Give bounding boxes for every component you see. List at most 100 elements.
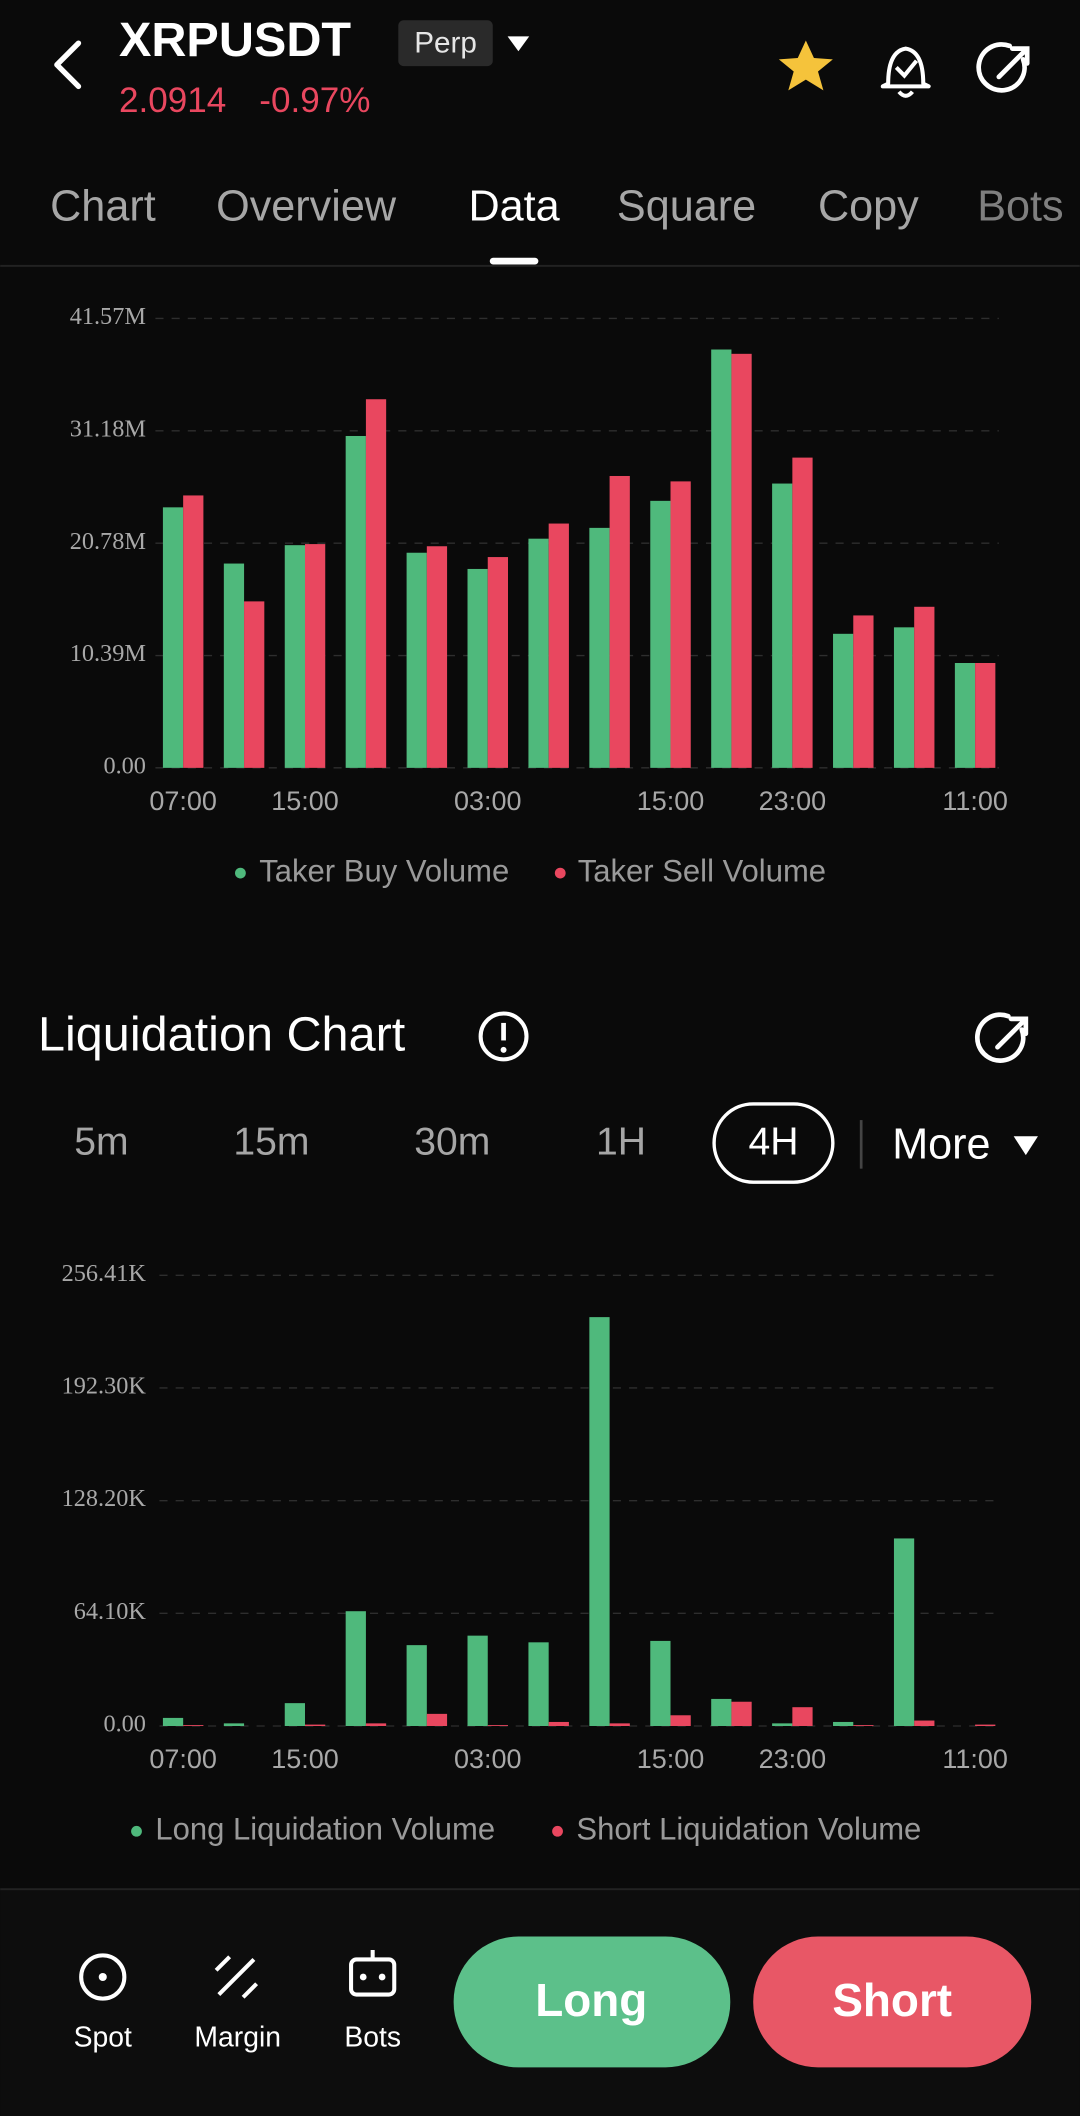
bar — [304, 544, 326, 768]
bar — [670, 1715, 691, 1726]
bar — [731, 353, 752, 768]
bar — [162, 507, 184, 768]
bar — [487, 557, 508, 768]
share-arrow — [995, 1016, 1029, 1050]
bar — [284, 545, 305, 768]
nav-item[interactable]: Spot — [74, 2022, 132, 2054]
bar — [467, 1635, 488, 1726]
bar — [345, 435, 366, 768]
bar — [893, 1538, 915, 1726]
interval-button[interactable]: 30m — [414, 1121, 490, 1164]
dropdown-icon[interactable] — [507, 36, 530, 52]
legend-dot — [131, 1825, 142, 1837]
bar — [223, 563, 245, 768]
tab[interactable]: Square — [617, 183, 756, 231]
badge: Perp — [414, 26, 477, 59]
bar — [244, 601, 265, 768]
bar — [284, 1703, 305, 1726]
x-tick-label: 11:00 — [942, 1744, 1008, 1774]
tab[interactable]: Chart — [50, 183, 156, 231]
interval-button[interactable]: 5m — [74, 1121, 128, 1164]
bar — [914, 606, 935, 768]
bar — [853, 615, 874, 768]
tab[interactable]: Bots — [977, 183, 1063, 231]
tab[interactable]: Copy — [818, 183, 919, 231]
legend-label: Taker Sell Volume — [578, 853, 826, 888]
bar — [711, 349, 732, 768]
legend-label: Taker Buy Volume — [259, 853, 509, 888]
legend-dot — [554, 867, 566, 879]
y-tick-label: 128.20K — [62, 1485, 147, 1512]
bar — [548, 523, 569, 768]
legend-label: Short Liquidation Volume — [576, 1811, 921, 1846]
short-label: Short — [832, 1974, 952, 2026]
y-tick-label: 20.78M — [70, 528, 146, 555]
x-tick-label: 15:00 — [637, 786, 705, 816]
symbol: XRPUSDT — [119, 13, 351, 67]
bar — [772, 1723, 793, 1726]
bar — [183, 1725, 204, 1726]
spot-icon-dot — [98, 1972, 107, 1982]
x-tick-label: 15:00 — [637, 1744, 705, 1774]
price: 2.0914 — [119, 81, 226, 120]
bar — [792, 1707, 813, 1726]
taker-volume-chart: 0.00 10.39M 20.78M 31.18M 41.57M 07:00 15:00 03… — [70, 303, 1008, 888]
x-tick-label: 15:00 — [271, 1744, 339, 1774]
bar — [426, 546, 448, 768]
info-icon[interactable] — [478, 1011, 529, 1062]
bots-icon-eye — [359, 1973, 367, 1981]
bar — [650, 500, 671, 768]
x-tick-label: 23:00 — [759, 1744, 827, 1774]
bar — [975, 1724, 996, 1726]
spot-icon — [79, 1953, 127, 2001]
bar — [223, 1723, 245, 1726]
margin-icon — [214, 1955, 259, 1999]
back-button[interactable] — [54, 40, 82, 90]
share-icon[interactable] — [975, 1012, 1026, 1063]
badge-bg — [398, 20, 493, 67]
bar — [975, 663, 996, 768]
nav-item[interactable]: Margin — [194, 2022, 281, 2054]
legend-dot — [235, 867, 246, 879]
bottom-nav: Spot Margin Bots — [74, 2022, 401, 2054]
bar — [365, 399, 387, 768]
long-button[interactable] — [453, 1936, 731, 2068]
x-tick-label: 03:00 — [454, 1744, 522, 1774]
share-icon[interactable] — [976, 42, 1027, 93]
bar — [670, 481, 691, 768]
interval-button[interactable]: 4H — [748, 1121, 798, 1164]
legend-dot — [552, 1825, 563, 1837]
interval-button[interactable]: 1H — [596, 1121, 646, 1164]
y-tick-label: 10.39M — [70, 640, 146, 667]
bar — [487, 1725, 508, 1726]
bar — [467, 568, 488, 768]
bar — [914, 1720, 935, 1726]
bar — [426, 1713, 448, 1726]
bar — [589, 527, 610, 768]
short-button[interactable] — [753, 1936, 1032, 2068]
bar — [609, 1723, 630, 1726]
tab[interactable]: Data — [468, 183, 560, 231]
legend-label: Long Liquidation Volume — [155, 1811, 495, 1846]
y-tick-label: 0.00 — [103, 1711, 146, 1738]
more-button[interactable]: More — [892, 1120, 990, 1168]
more-arrow — [1013, 1136, 1038, 1156]
bar — [304, 1724, 326, 1726]
y-tick-label: 64.10K — [74, 1598, 147, 1625]
y-tick-label: 31.18M — [70, 415, 146, 442]
bar — [650, 1640, 671, 1726]
x-tick-label: 23:00 — [759, 786, 827, 816]
interval-button[interactable]: 15m — [233, 1121, 309, 1164]
alert-icon[interactable] — [880, 46, 931, 98]
tab-indicator — [489, 257, 539, 265]
share-arrow — [996, 46, 1030, 80]
favorite-icon[interactable] — [778, 40, 833, 91]
y-tick-label: 41.57M — [70, 303, 146, 330]
bar — [406, 1645, 427, 1726]
alert-check — [894, 59, 919, 79]
nav-item[interactable]: Bots — [344, 2022, 401, 2054]
tab[interactable]: Overview — [216, 183, 397, 231]
